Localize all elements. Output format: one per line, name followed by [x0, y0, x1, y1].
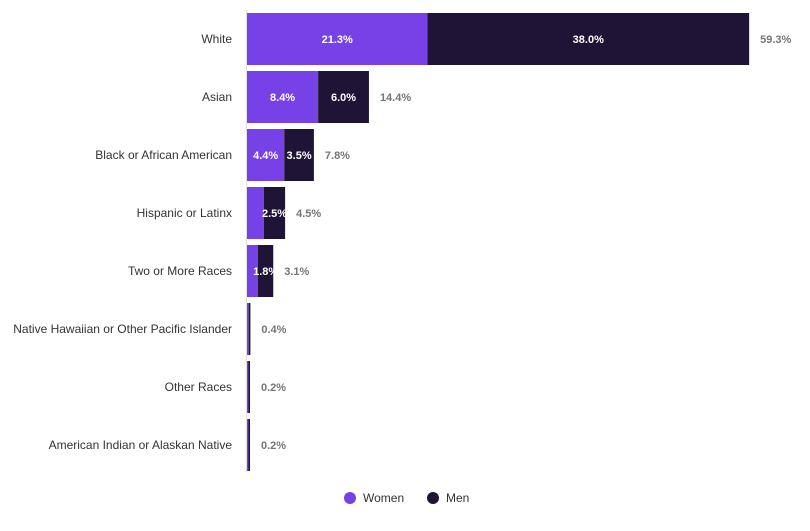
data-label-men: 6.0% [331, 92, 356, 104]
bar-women [247, 71, 319, 123]
bar-women [247, 129, 285, 181]
legend-marker-men [427, 492, 439, 504]
total-label: 59.3% [760, 34, 791, 46]
legend-label-women: Women [363, 491, 404, 505]
data-label-men: 3.5% [287, 150, 312, 162]
category-label: American Indian or Alaskan Native [49, 438, 233, 452]
category-label: Asian [202, 90, 232, 104]
bar-men [284, 129, 314, 181]
bar-men [248, 419, 250, 471]
legend-marker-women [344, 492, 356, 504]
bar-women [247, 361, 249, 413]
bar-men [263, 187, 286, 239]
data-label-women: 4.4% [253, 150, 278, 162]
bar-women [247, 187, 264, 239]
data-label-men: 2.5% [262, 208, 287, 220]
category-label: Black or African American [95, 148, 232, 162]
total-label: 0.4% [261, 324, 286, 336]
category-label: Other Races [165, 380, 232, 394]
data-label-women: 21.3% [322, 34, 353, 46]
total-label: 0.2% [261, 440, 286, 452]
bar-men [248, 361, 250, 413]
total-label: 7.8% [325, 150, 350, 162]
category-label: Hispanic or Latinx [137, 206, 232, 220]
legend: Women Men [344, 491, 469, 505]
category-label: Two or More Races [128, 264, 232, 278]
category-label: Native Hawaiian or Other Pacific Islande… [13, 322, 232, 336]
total-label: 4.5% [296, 208, 321, 220]
data-label-men: 38.0% [573, 34, 604, 46]
data-label-women: 8.4% [270, 92, 295, 104]
bar-men [427, 13, 750, 65]
category-label: White [201, 32, 232, 46]
bar-men [318, 71, 369, 123]
total-label: 0.2% [261, 382, 286, 394]
total-label: 3.1% [284, 266, 309, 278]
legend-label-men: Men [446, 491, 469, 505]
bar-men [248, 303, 251, 355]
bar-women [247, 303, 249, 355]
axis-layer: White Asian Black or African American Hispa… [13, 10, 247, 472]
data-label-men: 1.8% [253, 266, 278, 278]
bar-women [247, 245, 259, 297]
bars-layer [247, 13, 750, 471]
total-label: 14.4% [380, 92, 411, 104]
bar-men [258, 245, 274, 297]
bar-women [247, 419, 249, 471]
labels-layer: 21.3% 38.0% 59.3% 8.4% 6.0% 14.4% 4.4% 3.5% 7.8%… [253, 34, 791, 452]
bar-women [247, 13, 428, 65]
